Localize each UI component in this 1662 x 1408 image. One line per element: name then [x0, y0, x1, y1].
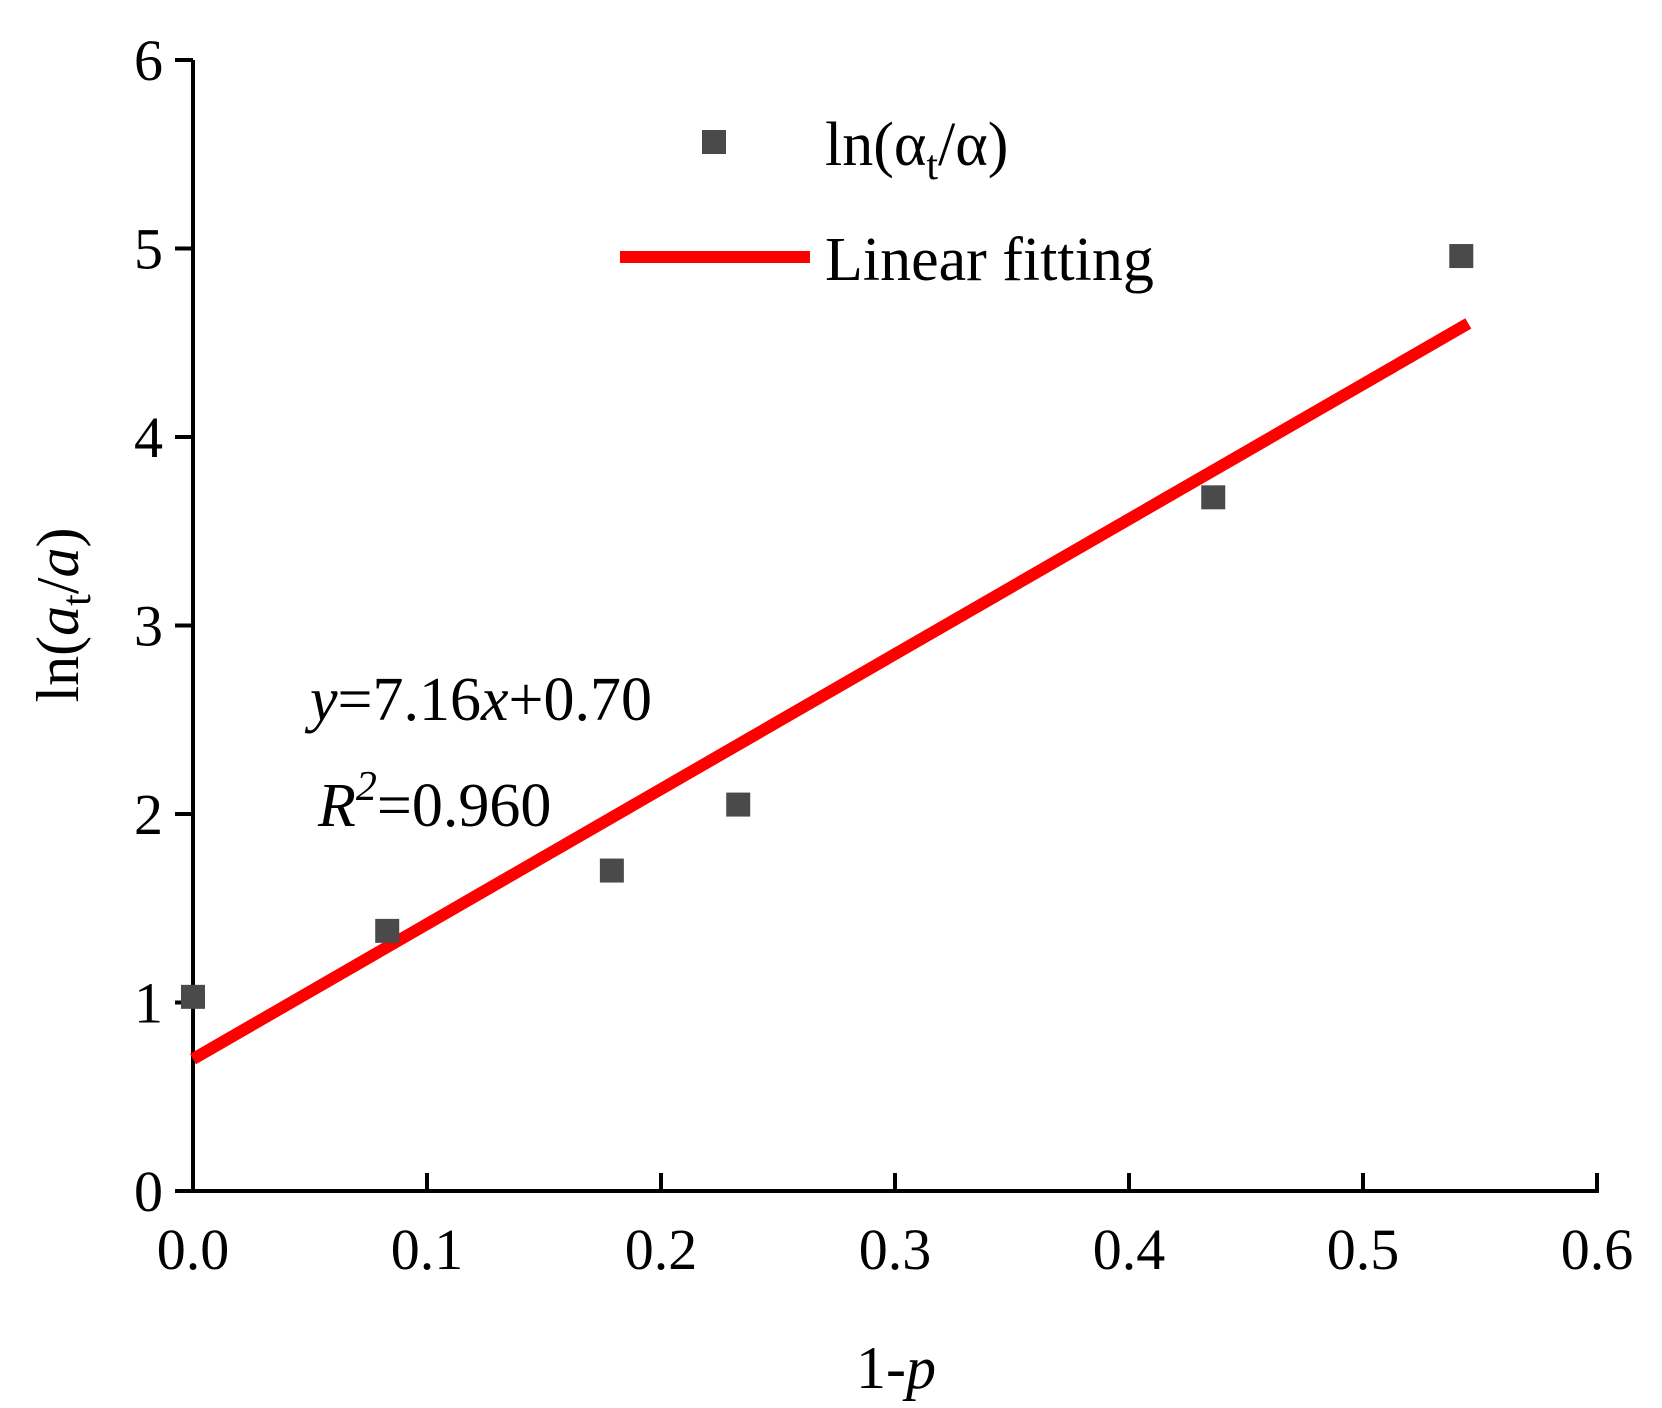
r-squared: R2=0.960	[317, 764, 551, 840]
data-point	[599, 858, 624, 883]
y-tick-label: 4	[134, 405, 163, 470]
x-tick-label: 0.1	[391, 1217, 464, 1282]
legend-label-scatter: ln(αt/α)	[825, 111, 1008, 189]
y-tick-label: 0	[134, 1159, 163, 1224]
data-point	[726, 792, 751, 817]
x-ticks: 0.0 0.1 0.2 0.3 0.4 0.5 0.6	[157, 1173, 1634, 1282]
x-tick-label: 0.2	[625, 1217, 698, 1282]
data-point	[1201, 485, 1226, 510]
legend: ln(αt/α) Linear fitting	[620, 111, 1154, 294]
y-tick-label: 3	[134, 594, 163, 659]
y-tick-label: 6	[134, 28, 163, 93]
x-tick-label: 0.5	[1327, 1217, 1400, 1282]
data-point	[1449, 244, 1474, 269]
y-tick-label: 1	[134, 971, 163, 1036]
data-point	[181, 984, 205, 1009]
x-tick-label: 0.4	[1093, 1217, 1166, 1282]
y-tick-label: 2	[134, 782, 163, 847]
x-axis-title: 1-p	[856, 1335, 936, 1401]
data-point	[375, 918, 400, 943]
legend-marker-scatter	[702, 130, 726, 154]
fit-equation: y=7.16x+0.70	[304, 666, 652, 734]
x-tick-label: 0.0	[157, 1217, 230, 1282]
fit-line	[190, 318, 1472, 1065]
y-ticks: 0 1 2 3 4 5 6	[134, 28, 193, 1224]
data-points	[181, 244, 1474, 1009]
legend-label-fit: Linear fitting	[825, 226, 1154, 294]
axes: 0.0 0.1 0.2 0.3 0.4 0.5 0.6 0 1 2 3 4 5 6	[134, 28, 1633, 1282]
y-axis-title: ln(at/a)	[25, 528, 100, 703]
x-tick-label: 0.6	[1561, 1217, 1634, 1282]
y-tick-label: 5	[134, 217, 163, 282]
fit-line-layer	[190, 318, 1472, 1065]
x-tick-label: 0.3	[859, 1217, 932, 1282]
